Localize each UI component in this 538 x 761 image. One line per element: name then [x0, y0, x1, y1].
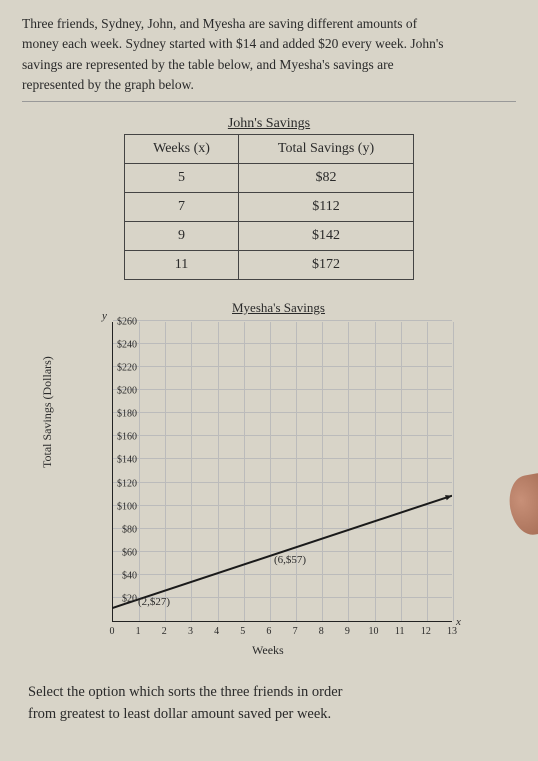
y-tick-label: $120 [97, 478, 137, 489]
y-tick-label: $20 [97, 593, 137, 604]
table-row: 7 $112 [125, 193, 414, 222]
y-tick-label: $140 [97, 455, 137, 466]
x-tick-label: 6 [266, 626, 271, 637]
x-tick-label: 8 [319, 626, 324, 637]
question-line: from greatest to least dollar amount sav… [28, 706, 331, 722]
table-title: John's Savings [124, 116, 414, 132]
cell-weeks: 11 [125, 251, 239, 280]
cell-savings: $172 [239, 251, 414, 280]
y-tick-label: $220 [97, 363, 137, 374]
table-header-weeks: Weeks (x) [125, 135, 239, 164]
y-tick-label: $260 [97, 317, 137, 328]
y-tick-label: $200 [97, 386, 137, 397]
table-row: 9 $142 [125, 222, 414, 251]
problem-line: savings are represented by the table bel… [22, 57, 394, 72]
x-tick-label: 1 [136, 626, 141, 637]
y-tick-label: $60 [97, 547, 137, 558]
cell-weeks: 7 [125, 193, 239, 222]
x-tick-label: 12 [421, 626, 431, 637]
x-tick-label: 0 [110, 626, 115, 637]
y-tick-label: $40 [97, 570, 137, 581]
chart-point-label: (2,$27) [138, 596, 170, 608]
x-tick-label: 11 [395, 626, 405, 637]
x-tick-label: 9 [345, 626, 350, 637]
y-tick-label: $80 [97, 524, 137, 535]
x-tick-label: 10 [369, 626, 379, 637]
cell-weeks: 5 [125, 164, 239, 193]
x-tick-label: 5 [240, 626, 245, 637]
chart-point-label: (6,$57) [274, 554, 306, 566]
table-row: 5 $82 [125, 164, 414, 193]
problem-line: Three friends, Sydney, John, and Myesha … [22, 16, 417, 31]
chart-title: Myesha's Savings [232, 300, 325, 316]
x-tick-label: 3 [188, 626, 193, 637]
problem-statement: Three friends, Sydney, John, and Myesha … [22, 14, 516, 102]
chart-grid [112, 322, 452, 622]
y-tick-label: $160 [97, 432, 137, 443]
question-prompt: Select the option which sorts the three … [22, 682, 516, 726]
cell-savings: $142 [239, 222, 414, 251]
table-row: 11 $172 [125, 251, 414, 280]
y-tick-label: $100 [97, 501, 137, 512]
johns-savings-table: Weeks (x) Total Savings (y) 5 $82 7 $112… [124, 134, 414, 280]
problem-line: money each week. Sydney started with $14… [22, 36, 444, 51]
cell-weeks: 9 [125, 222, 239, 251]
y-axis-label: Total Savings (Dollars) [40, 356, 55, 468]
question-line: Select the option which sorts the three … [28, 684, 342, 700]
johns-savings-table-wrap: John's Savings Weeks (x) Total Savings (… [124, 116, 414, 280]
y-tick-label: $240 [97, 340, 137, 351]
problem-line: represented by the graph below. [22, 77, 194, 92]
x-tick-label: 7 [293, 626, 298, 637]
x-tick-label: 13 [447, 626, 457, 637]
x-tick-label: 4 [214, 626, 219, 637]
cell-savings: $82 [239, 164, 414, 193]
x-tick-label: 2 [162, 626, 167, 637]
cell-savings: $112 [239, 193, 414, 222]
table-header-savings: Total Savings (y) [239, 135, 414, 164]
myeshas-savings-chart: Myesha's Savings y x Total Savings (Doll… [42, 298, 482, 668]
x-axis-label: Weeks [252, 643, 284, 658]
y-tick-label: $180 [97, 409, 137, 420]
